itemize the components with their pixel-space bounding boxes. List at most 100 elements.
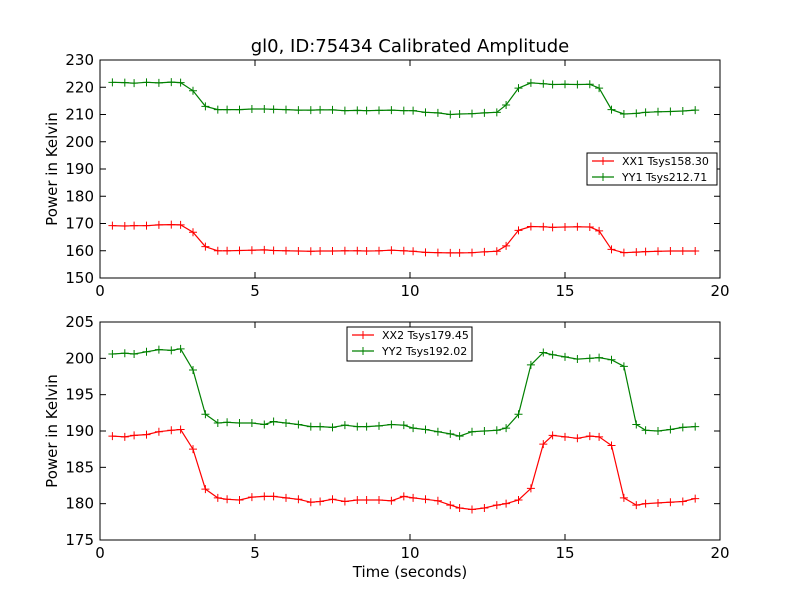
- data-point-marker: [223, 105, 232, 114]
- data-point-marker: [223, 246, 232, 255]
- data-point-marker: [353, 246, 362, 255]
- data-point-marker: [421, 495, 430, 504]
- data-point-marker: [573, 222, 582, 231]
- data-point-marker: [632, 109, 641, 118]
- data-point-marker: [176, 425, 185, 434]
- data-point-marker: [526, 78, 535, 87]
- x-tick-label: 5: [250, 544, 260, 562]
- data-point-marker: [387, 496, 396, 505]
- data-point-marker: [201, 485, 210, 494]
- data-point-marker: [120, 432, 129, 441]
- data-point-marker: [189, 86, 197, 95]
- data-point-marker: [561, 223, 569, 232]
- data-point-marker: [269, 417, 278, 426]
- y-tick-label: 180: [65, 495, 94, 513]
- data-point-marker: [306, 498, 315, 507]
- data-point-marker: [421, 108, 430, 117]
- data-point-marker: [666, 425, 675, 434]
- data-point-marker: [446, 248, 455, 257]
- data-point-marker: [480, 108, 489, 117]
- data-point-marker: [678, 497, 687, 506]
- data-point-marker: [502, 424, 511, 433]
- data-point-marker: [130, 221, 139, 230]
- data-point-marker: [375, 246, 383, 255]
- data-point-marker: [213, 419, 222, 428]
- data-point-marker: [399, 421, 408, 430]
- data-point-marker: [619, 493, 628, 502]
- data-point-marker: [573, 80, 582, 89]
- data-point-marker: [260, 420, 269, 429]
- data-point-marker: [666, 498, 675, 507]
- data-point-marker: [607, 245, 616, 254]
- data-point-marker: [120, 349, 129, 358]
- data-point-marker: [306, 106, 315, 115]
- data-point-marker: [480, 427, 489, 435]
- data-point-marker: [142, 221, 151, 230]
- data-point-marker: [526, 360, 535, 369]
- data-point-marker: [269, 246, 278, 255]
- y-tick-label: 200: [65, 349, 94, 367]
- y-tick-label: 180: [65, 187, 94, 205]
- data-point-marker: [455, 504, 464, 513]
- data-point-marker: [235, 419, 244, 428]
- data-point-marker: [306, 422, 315, 431]
- data-point-marker: [421, 425, 430, 434]
- data-point-marker: [399, 492, 408, 501]
- x-tick-label: 20: [710, 282, 729, 300]
- data-point-marker: [433, 248, 442, 257]
- data-point-marker: [247, 246, 256, 255]
- data-point-marker: [573, 434, 582, 443]
- data-point-marker: [247, 493, 256, 502]
- data-point-marker: [561, 352, 569, 361]
- data-point-marker: [446, 429, 455, 438]
- data-point-marker: [201, 410, 210, 419]
- data-point-marker: [154, 427, 163, 436]
- data-point-marker: [340, 246, 349, 255]
- data-point-marker: [213, 493, 222, 502]
- data-point-marker: [492, 247, 501, 256]
- data-point-marker: [260, 105, 269, 114]
- y-tick-label: 220: [65, 78, 94, 96]
- data-point-marker: [108, 349, 117, 358]
- legend-label: YY1 Tsys212.71: [621, 171, 707, 184]
- data-point-marker: [561, 432, 569, 441]
- x-tick-label: 0: [95, 544, 105, 562]
- data-point-marker: [306, 247, 315, 256]
- data-point-marker: [120, 221, 129, 230]
- data-point-marker: [176, 344, 185, 353]
- data-point-marker: [433, 108, 442, 117]
- data-point-marker: [607, 355, 616, 364]
- data-point-marker: [654, 498, 662, 507]
- data-point-marker: [492, 426, 501, 435]
- data-point-marker: [399, 106, 408, 115]
- data-point-marker: [526, 484, 535, 493]
- data-point-marker: [502, 499, 511, 508]
- legend-label: XX2 Tsys179.45: [382, 329, 469, 342]
- data-point-marker: [480, 247, 489, 256]
- data-point-marker: [654, 247, 662, 256]
- data-point-marker: [294, 247, 303, 256]
- data-point-marker: [375, 496, 383, 505]
- y-tick-label: 200: [65, 133, 94, 151]
- data-point-marker: [108, 78, 117, 87]
- data-point-marker: [235, 496, 244, 505]
- data-point-marker: [223, 418, 232, 427]
- data-point-marker: [328, 105, 337, 114]
- data-point-marker: [492, 108, 501, 117]
- data-point-marker: [375, 421, 383, 430]
- data-point-marker: [294, 495, 303, 504]
- data-point-marker: [167, 426, 176, 435]
- y-tick-label: 170: [65, 215, 94, 233]
- legend-box: [346, 326, 473, 362]
- y-tick-label: 190: [65, 422, 94, 440]
- data-point-marker: [189, 445, 197, 454]
- data-point-marker: [189, 228, 197, 237]
- y-tick-label: 150: [65, 269, 94, 287]
- data-point-marker: [619, 362, 628, 371]
- data-point-marker: [154, 345, 163, 354]
- data-point-marker: [446, 110, 455, 119]
- data-point-marker: [375, 106, 383, 115]
- data-point-marker: [167, 220, 176, 229]
- data-point-marker: [294, 420, 303, 429]
